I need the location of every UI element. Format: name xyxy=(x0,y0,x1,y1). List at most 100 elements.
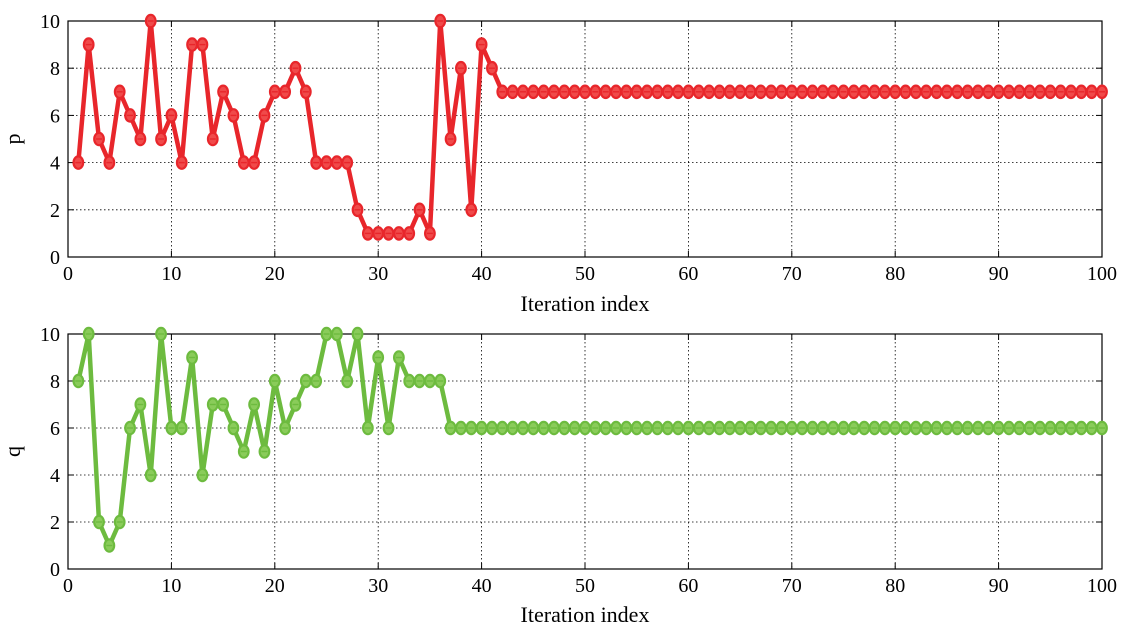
q-data-point-3 xyxy=(93,514,105,530)
q-data-point-50 xyxy=(579,420,591,436)
q-data-point-14 xyxy=(206,397,219,412)
p-data-point-100 xyxy=(1096,84,1108,100)
q-xtick-label-1: 10 xyxy=(161,575,181,597)
q-data-point-89 xyxy=(982,420,995,436)
q-data-point-95 xyxy=(1044,420,1057,436)
p-data-point-52 xyxy=(599,84,612,100)
q-ytick-label-3: 6 xyxy=(50,418,60,440)
q-data-point-61 xyxy=(692,420,705,436)
p-data-point-51 xyxy=(589,84,602,100)
q-data-point-39 xyxy=(465,420,478,436)
q-data-point-78 xyxy=(868,420,881,436)
q-xtick-label-9: 90 xyxy=(989,575,1009,597)
p-data-point-91 xyxy=(1003,84,1015,100)
q-data-point-29 xyxy=(361,420,374,436)
q-data-point-47 xyxy=(548,420,560,436)
q-data-point-84 xyxy=(930,420,943,436)
q-data-point-21 xyxy=(279,420,292,436)
q-data-point-41 xyxy=(486,420,498,436)
p-data-point-75 xyxy=(837,84,850,100)
q-data-point-88 xyxy=(972,420,984,436)
q-xtick-label-6: 60 xyxy=(678,575,698,597)
q-data-point-31 xyxy=(382,420,395,436)
q-data-point-9 xyxy=(155,326,167,342)
p-data-point-89 xyxy=(982,84,995,100)
p-data-point-34 xyxy=(413,202,426,218)
p-data-point-85 xyxy=(941,84,953,100)
p-data-point-28 xyxy=(351,202,364,218)
p-y-axis-label: p xyxy=(0,134,25,145)
q-data-point-53 xyxy=(610,420,622,436)
q-xtick-label-8: 80 xyxy=(885,575,905,597)
p-data-point-26 xyxy=(330,155,343,170)
p-data-point-38 xyxy=(455,60,467,76)
p-xtick-label-9: 90 xyxy=(989,263,1009,285)
p-data-point-60 xyxy=(682,84,695,100)
q-data-point-8 xyxy=(144,467,157,483)
q-ytick-label-4: 8 xyxy=(50,371,60,393)
p-xtick-label-4: 40 xyxy=(472,263,492,285)
p-data-point-18 xyxy=(248,155,261,170)
p-data-point-49 xyxy=(568,84,581,100)
p-data-point-36 xyxy=(434,13,447,29)
p-data-point-24 xyxy=(310,155,323,170)
q-data-point-91 xyxy=(1003,420,1015,436)
p-data-point-74 xyxy=(827,84,840,100)
p-data-point-39 xyxy=(465,202,478,218)
p-data-point-41 xyxy=(486,60,498,76)
p-data-point-64 xyxy=(723,84,736,100)
p-data-point-20 xyxy=(268,84,281,100)
p-data-point-59 xyxy=(672,84,684,100)
p-data-point-31 xyxy=(382,226,395,241)
q-data-point-51 xyxy=(589,420,602,436)
p-data-point-95 xyxy=(1044,84,1057,100)
q-data-point-27 xyxy=(341,373,354,389)
q-data-point-59 xyxy=(672,420,684,436)
q-data-point-69 xyxy=(775,420,788,436)
q-data-point-99 xyxy=(1085,420,1098,436)
p-data-point-15 xyxy=(217,84,230,100)
p-data-point-23 xyxy=(299,84,312,100)
p-data-point-37 xyxy=(444,131,457,147)
q-xtick-label-4: 40 xyxy=(472,575,492,597)
p-data-point-66 xyxy=(744,84,757,100)
q-data-point-64 xyxy=(723,420,736,436)
p-data-point-16 xyxy=(227,108,240,123)
p-xtick-label-7: 70 xyxy=(782,263,802,285)
q-data-point-60 xyxy=(682,420,695,436)
p-ytick-label-0: 0 xyxy=(50,247,60,269)
q-data-point-12 xyxy=(186,350,198,365)
p-data-point-48 xyxy=(558,84,571,100)
q-xtick-label-3: 30 xyxy=(368,575,388,597)
q-data-point-24 xyxy=(310,373,323,389)
q-data-point-83 xyxy=(920,420,933,436)
q-data-point-74 xyxy=(827,420,840,436)
p-data-point-83 xyxy=(920,84,933,100)
p-data-point-93 xyxy=(1023,84,1036,100)
q-data-point-30 xyxy=(372,350,385,365)
q-data-point-32 xyxy=(392,350,405,365)
p-data-point-54 xyxy=(620,84,633,100)
q-data-point-52 xyxy=(599,420,612,436)
p-ytick-label-4: 8 xyxy=(50,58,60,80)
q-data-point-15 xyxy=(217,397,230,412)
q-data-point-71 xyxy=(796,420,809,436)
q-data-point-98 xyxy=(1075,420,1088,436)
q-data-point-63 xyxy=(713,420,726,436)
p-data-point-10 xyxy=(165,108,178,123)
p-data-point-86 xyxy=(951,84,964,100)
q-data-point-25 xyxy=(320,326,333,342)
p-data-point-4 xyxy=(103,155,116,170)
q-data-point-36 xyxy=(434,373,447,389)
q-data-point-38 xyxy=(455,420,467,436)
p-data-point-82 xyxy=(909,84,922,100)
q-data-point-45 xyxy=(527,420,540,436)
p-xtick-label-6: 60 xyxy=(678,263,698,285)
q-data-point-92 xyxy=(1013,420,1026,436)
p-data-point-2 xyxy=(82,37,95,52)
q-data-point-20 xyxy=(268,373,281,389)
q-data-point-57 xyxy=(651,420,664,436)
q-x-axis-label: Iteration index xyxy=(521,602,650,627)
p-xtick-label-10: 100 xyxy=(1087,263,1117,285)
p-data-point-98 xyxy=(1075,84,1088,100)
